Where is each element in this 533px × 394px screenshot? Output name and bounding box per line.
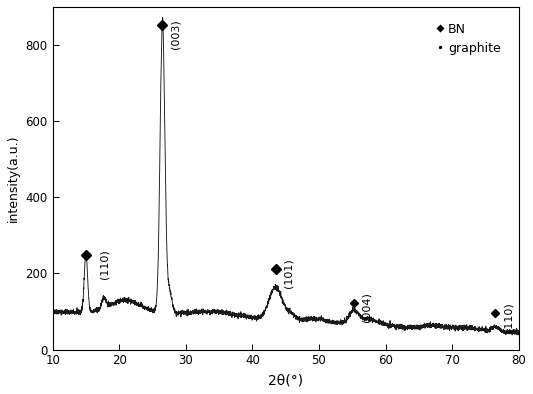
Text: (110): (110) [504, 302, 514, 332]
Text: (004): (004) [362, 292, 372, 322]
Legend: BN, graphite: BN, graphite [434, 20, 503, 57]
Y-axis label: intensity(a.u.): intensity(a.u.) [7, 134, 20, 222]
Text: (003): (003) [171, 19, 181, 49]
Text: (101): (101) [284, 258, 294, 288]
Text: (110): (110) [100, 249, 110, 279]
X-axis label: 2θ(°): 2θ(°) [268, 373, 303, 387]
